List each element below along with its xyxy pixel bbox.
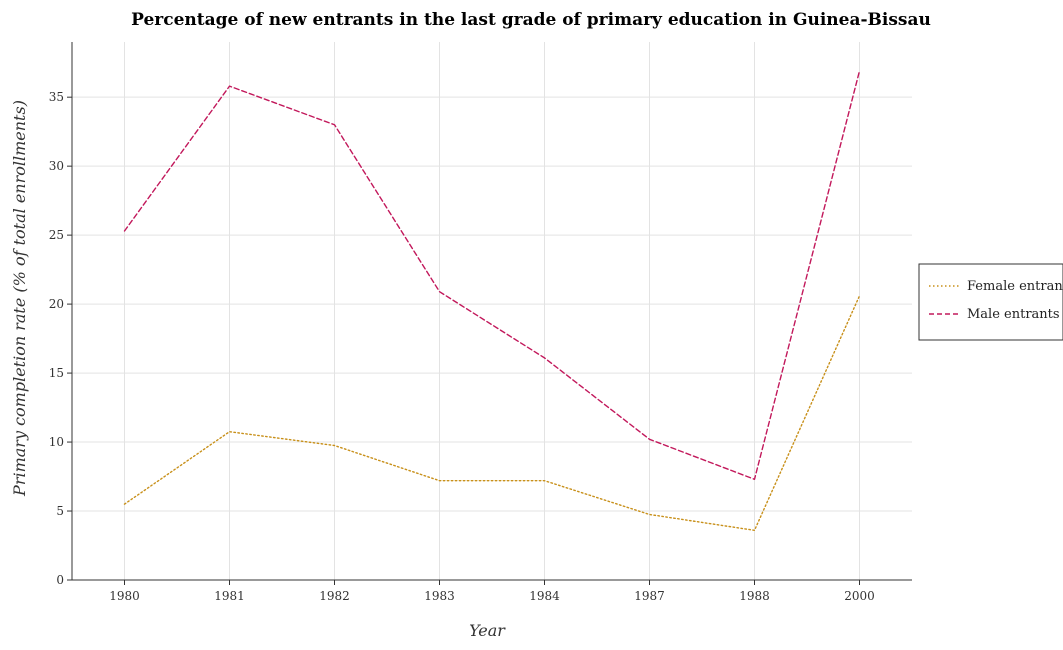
x-tick-label: 1982 — [319, 589, 350, 603]
legend-label-0: Female entrants — [967, 279, 1063, 294]
y-tick-label: 25 — [49, 228, 64, 242]
y-tick-label: 35 — [49, 90, 64, 104]
legend-box — [918, 263, 1063, 341]
chart-title: Percentage of new entrants in the last g… — [131, 10, 931, 30]
x-axis-ticks: 1980 1981 1982 1983 1984 1987 1988 2000 — [109, 580, 875, 603]
x-tick-label: 1980 — [109, 589, 140, 603]
grid-lines — [72, 42, 912, 581]
legend-label-1: Male entrants — [967, 307, 1060, 322]
y-tick-label: 15 — [49, 366, 64, 380]
y-axis-ticks: 0 5 10 15 20 25 30 35 — [49, 90, 72, 587]
y-tick-label: 0 — [56, 573, 64, 587]
y-axis-label: Primary completion rate (% of total enro… — [10, 100, 29, 497]
x-tick-label: 1981 — [214, 589, 245, 603]
x-tick-label: 1983 — [424, 589, 455, 603]
x-axis-label: Year — [469, 621, 506, 640]
x-tick-label: 1988 — [739, 589, 770, 603]
x-tick-label: 1984 — [529, 589, 560, 603]
series-line-1 — [123, 70, 861, 480]
y-tick-label: 20 — [49, 297, 64, 311]
x-tick-label: 2000 — [844, 589, 875, 603]
x-tick-label: 1987 — [634, 589, 665, 603]
legend: Female entrants Male entrants — [918, 263, 1063, 341]
y-tick-label: 5 — [56, 504, 64, 518]
series-lines — [123, 70, 861, 532]
y-tick-label: 10 — [49, 435, 64, 449]
plot-frame — [71, 42, 912, 581]
y-tick-label: 30 — [49, 159, 64, 173]
series-line-0 — [123, 295, 861, 532]
